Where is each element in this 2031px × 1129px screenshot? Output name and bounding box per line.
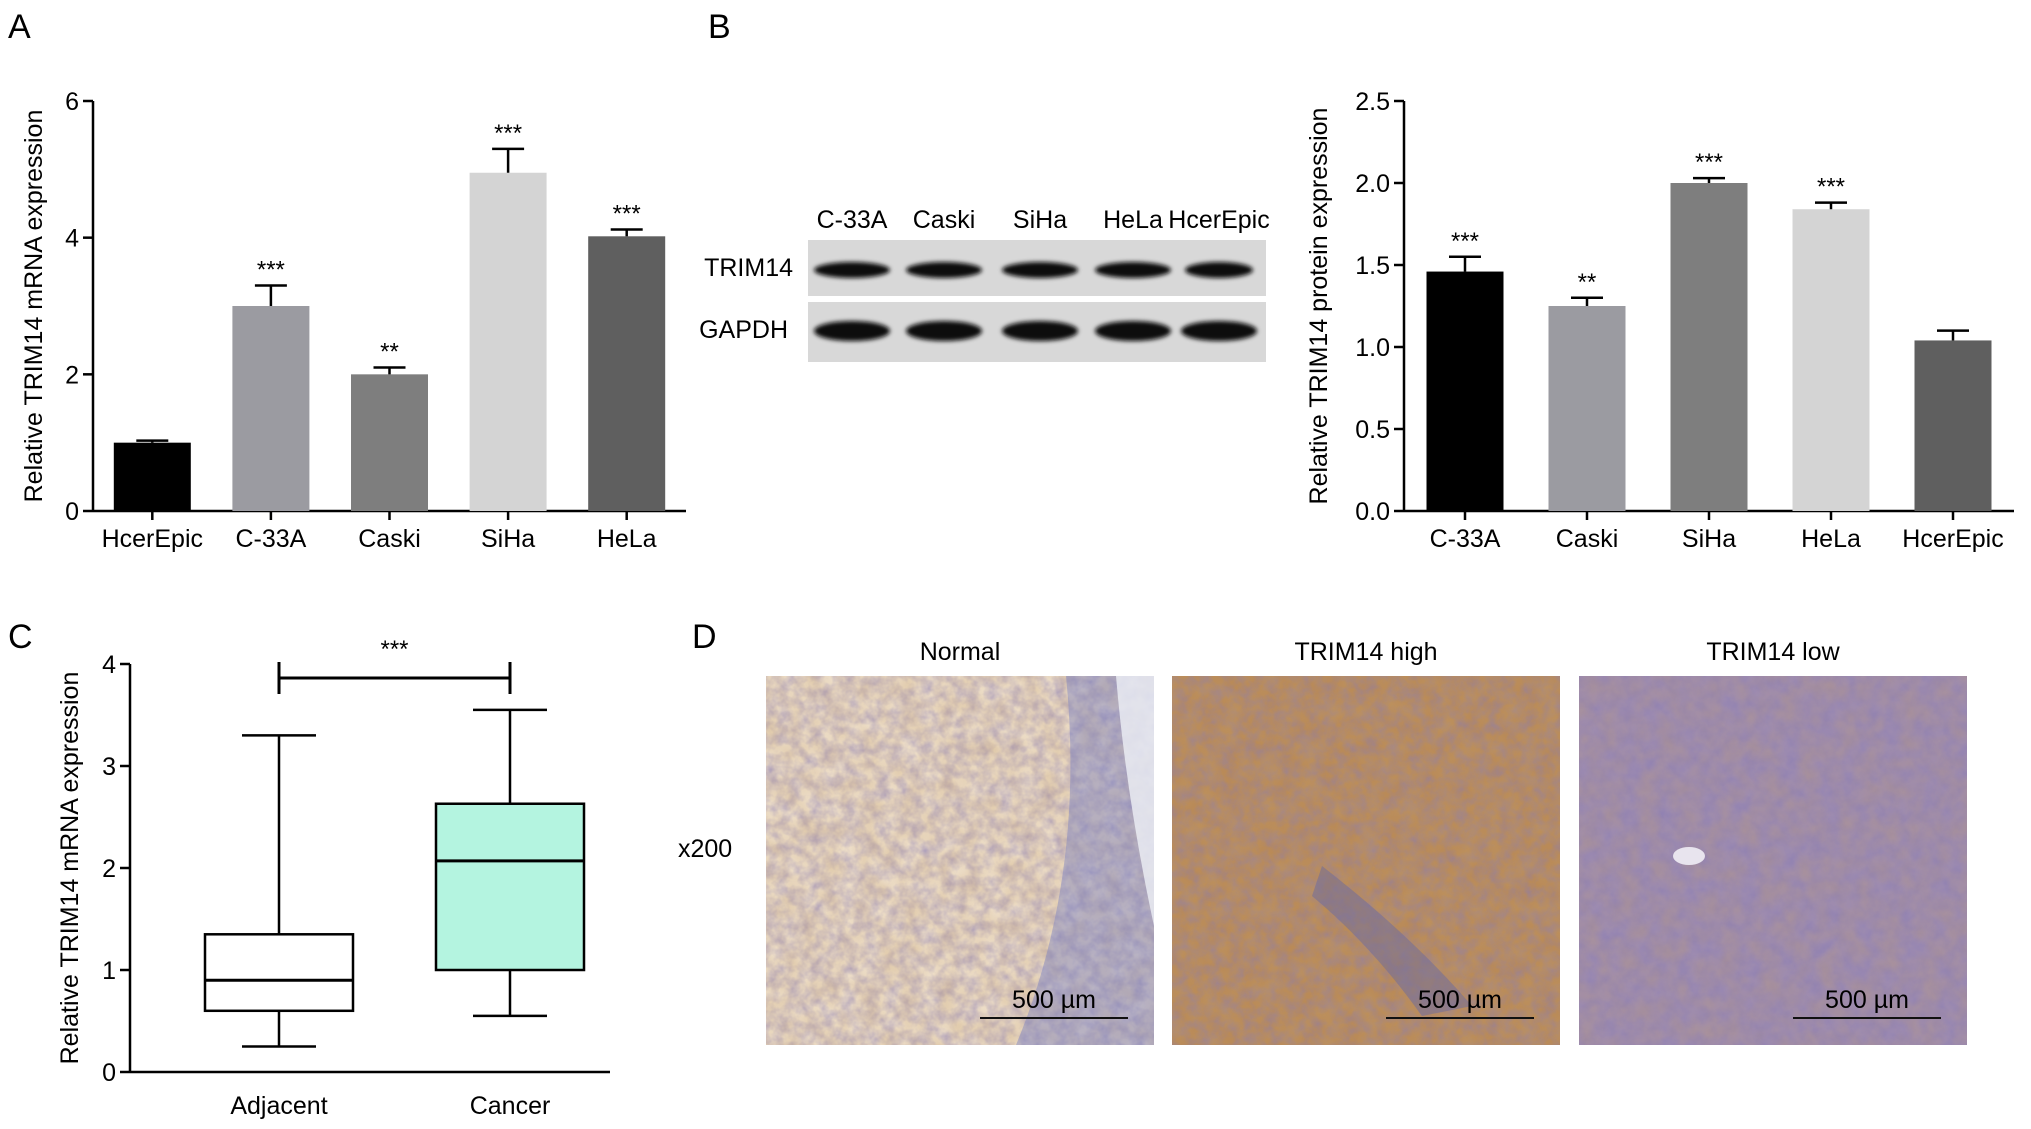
panel-letter-b: B <box>708 8 731 46</box>
y-tick-label: 2 <box>65 361 79 389</box>
x-tick-label: HeLa <box>597 525 657 553</box>
blot-row-label-trim14: TRIM14 <box>704 254 793 282</box>
blot-lane-label: C-33A <box>817 206 888 234</box>
significance-marker: *** <box>1695 149 1723 176</box>
x-tick-label: HcerEpic <box>1902 525 2003 553</box>
scale-bar-label: 500 µm <box>1418 986 1502 1014</box>
y-axis-label: Relative TRIM14 mRNA expression <box>20 110 48 503</box>
y-tick-label: 6 <box>65 88 79 116</box>
blot-band-gapdh <box>1181 321 1257 341</box>
panel-letter-a: A <box>8 8 31 46</box>
blot-lane-label: SiHa <box>1013 206 1067 234</box>
y-axis-label: Relative TRIM14 mRNA expression <box>56 672 84 1065</box>
y-tick-label: 4 <box>65 225 79 253</box>
ihc-panel-title: TRIM14 low <box>1706 638 1840 666</box>
bar <box>232 306 310 511</box>
ihc-panel-title: Normal <box>920 638 1001 666</box>
blot-band-trim14 <box>1002 262 1078 278</box>
x-tick-label: HcerEpic <box>102 525 203 553</box>
ihc-epithelium-region <box>1016 676 1154 1045</box>
ihc-panel-title: TRIM14 high <box>1294 638 1437 666</box>
y-tick-label: 0.5 <box>1355 416 1390 444</box>
y-tick-label: 0 <box>102 1059 116 1087</box>
bar <box>1426 271 1504 511</box>
significance-marker: *** <box>380 636 408 663</box>
significance-marker: *** <box>1451 228 1479 255</box>
bar <box>588 236 666 512</box>
y-tick-label: 0 <box>65 498 79 526</box>
blot-lane-label: Caski <box>913 206 976 234</box>
chart-c-box-plot: 0 1 2 3 4 Relative TRIM14 mRNA expression Adja… <box>56 636 610 1120</box>
bar <box>1792 209 1870 512</box>
y-tick-label: 3 <box>102 753 116 781</box>
x-tick-label: Cancer <box>470 1092 551 1120</box>
blot-band-gapdh <box>814 321 890 341</box>
panel-letter-c: C <box>8 618 33 656</box>
y-tick-label: 0.0 <box>1355 498 1390 526</box>
box <box>203 933 355 1013</box>
ihc-stain-texture <box>1172 676 1560 1045</box>
x-tick-label: Caski <box>1556 525 1619 553</box>
bar <box>113 442 191 511</box>
significance-marker: ** <box>380 339 399 366</box>
ihc-magnification-label: x200 <box>678 835 732 863</box>
bar <box>1548 306 1626 511</box>
panel-letter-d: D <box>692 618 717 656</box>
y-axis-label: Relative TRIM14 protein expression <box>1305 108 1333 505</box>
chart-b-protein-bar-chart: 0.0 0.5 1.0 1.5 2.0 2.5 Relative TRIM14 protei… <box>1305 88 2014 553</box>
blot-band-trim14 <box>814 262 890 278</box>
blot-band-trim14 <box>1185 262 1253 278</box>
ihc-stain-texture <box>766 676 1154 1045</box>
ihc-stroma-region <box>1312 866 1472 1016</box>
ihc-vessel-lumen <box>1673 847 1705 865</box>
bar <box>469 172 547 511</box>
chart-a-mrna-bar-chart: 0 2 4 6 Relative TRIM14 mRNA expression HcerE… <box>20 88 686 553</box>
significance-marker: *** <box>494 120 522 147</box>
ihc-images: Normal 500 µm TRIM14 high 500 µm TRIM14 low 5… <box>766 638 1967 1045</box>
y-tick-label: 2.5 <box>1355 88 1390 116</box>
blot-lane-label: HeLa <box>1103 206 1163 234</box>
bar <box>1670 183 1748 511</box>
x-tick-label: Caski <box>358 525 421 553</box>
significance-marker: *** <box>1817 174 1845 201</box>
y-tick-label: 1.0 <box>1355 334 1390 362</box>
ihc-stain-texture <box>1579 676 1967 1045</box>
y-tick-label: 2.0 <box>1355 170 1390 198</box>
western-blot: C-33A Caski SiHa HeLa HcerEpic TRIM14 GAPDH <box>699 206 1270 362</box>
blot-band-trim14 <box>906 262 982 278</box>
blot-band-gapdh <box>906 321 982 341</box>
ihc-background-area <box>1116 676 1154 926</box>
blot-band-trim14 <box>1095 262 1171 278</box>
x-tick-label: C-33A <box>235 525 306 553</box>
x-tick-label: SiHa <box>1682 525 1736 553</box>
x-tick-label: SiHa <box>481 525 535 553</box>
blot-band-gapdh <box>1095 321 1171 341</box>
y-tick-label: 1.5 <box>1355 252 1390 280</box>
scale-bar-label: 500 µm <box>1012 986 1096 1014</box>
significance-marker: *** <box>613 200 641 227</box>
scale-bar-label: 500 µm <box>1825 986 1909 1014</box>
significance-marker: *** <box>257 257 285 284</box>
y-tick-label: 4 <box>102 651 116 679</box>
box <box>434 802 586 972</box>
blot-lane-label: HcerEpic <box>1168 206 1269 234</box>
blot-band-gapdh <box>1002 321 1078 341</box>
x-tick-label: HeLa <box>1801 525 1861 553</box>
x-tick-label: C-33A <box>1430 525 1501 553</box>
bar <box>351 374 428 511</box>
y-tick-label: 1 <box>102 957 116 985</box>
x-tick-label: Adjacent <box>230 1092 327 1120</box>
y-tick-label: 2 <box>102 855 116 883</box>
significance-marker: ** <box>1578 269 1597 296</box>
bar <box>1914 340 1992 511</box>
blot-row-label-gapdh: GAPDH <box>699 316 788 344</box>
